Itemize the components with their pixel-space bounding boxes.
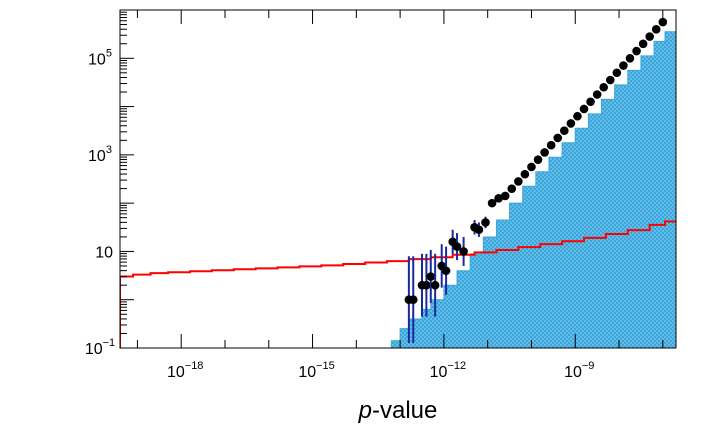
- y-tick-label: 10−1: [85, 337, 115, 358]
- data-point: [632, 46, 641, 56]
- y-tick-label-exponent: 5: [106, 47, 112, 59]
- x-tick-label: 10−18: [167, 360, 203, 381]
- data-point: [507, 184, 517, 193]
- x-tick-label-base: 10: [430, 364, 448, 381]
- data-point: [520, 169, 530, 179]
- x-tick-label-exponent: −9: [582, 360, 595, 372]
- data-point: [625, 53, 635, 63]
- x-tick-label-exponent: −15: [316, 360, 335, 372]
- x-tick-label-exponent: −12: [447, 360, 466, 372]
- plot-area: [120, 17, 676, 348]
- data-point: [586, 97, 595, 107]
- data-point: [546, 140, 556, 150]
- y-tick-label-exponent: 3: [106, 144, 112, 156]
- data-point: [599, 82, 609, 92]
- x-axis-title-rest: -value: [372, 397, 437, 424]
- data-point: [422, 280, 431, 290]
- data-point: [566, 119, 576, 128]
- x-tick-label: 10−15: [298, 360, 334, 381]
- data-point: [494, 194, 503, 203]
- axis-ticks: [120, 10, 664, 349]
- data-point: [540, 148, 549, 157]
- y-tick-label-base: 10: [85, 341, 103, 358]
- x-tick-label-base: 10: [564, 364, 582, 381]
- x-tick-label-exponent: −18: [185, 360, 204, 372]
- data-point: [651, 25, 661, 34]
- x-tick-label: 10−12: [430, 360, 466, 381]
- data-point: [452, 242, 462, 251]
- data-point: [533, 155, 543, 164]
- data-point: [645, 32, 654, 41]
- y-tick-label-base: 10: [88, 51, 106, 68]
- data-point: [638, 39, 648, 49]
- expected-step-line: [120, 220, 676, 348]
- data-point: [619, 61, 628, 70]
- x-tick-label: 10−9: [564, 360, 594, 381]
- data-point: [605, 75, 615, 85]
- data-point: [500, 191, 510, 201]
- data-point: [430, 280, 440, 290]
- data-point: [487, 198, 497, 208]
- data-point: [441, 266, 451, 276]
- data-point: [514, 177, 523, 186]
- data-point: [459, 247, 468, 256]
- x-tick-label-base: 10: [298, 364, 316, 381]
- data-point: [474, 225, 484, 234]
- data-point: [573, 111, 582, 121]
- observed-histogram: [378, 31, 676, 348]
- data-point: [527, 162, 536, 172]
- y-tick-label: 10: [95, 244, 113, 261]
- data-point: [592, 90, 602, 99]
- x-tick-label-base: 10: [167, 364, 185, 381]
- y-tick-label: 103: [88, 144, 112, 165]
- data-point: [658, 17, 668, 27]
- data-point: [612, 68, 622, 78]
- x-axis-title: p-value: [358, 397, 438, 424]
- x-axis-title-italic: p: [358, 397, 372, 424]
- y-tick-label-base: 10: [95, 244, 113, 261]
- data-point: [426, 272, 436, 281]
- data-point: [481, 218, 490, 227]
- plot-frame: [119, 9, 677, 349]
- y-tick-label-base: 10: [88, 148, 106, 165]
- y-tick-label: 105: [88, 47, 112, 68]
- y-tick-label-exponent: −1: [103, 337, 116, 349]
- data-point: [408, 295, 418, 305]
- data-point: [579, 104, 589, 114]
- data-point: [560, 126, 569, 136]
- data-point: [553, 133, 563, 143]
